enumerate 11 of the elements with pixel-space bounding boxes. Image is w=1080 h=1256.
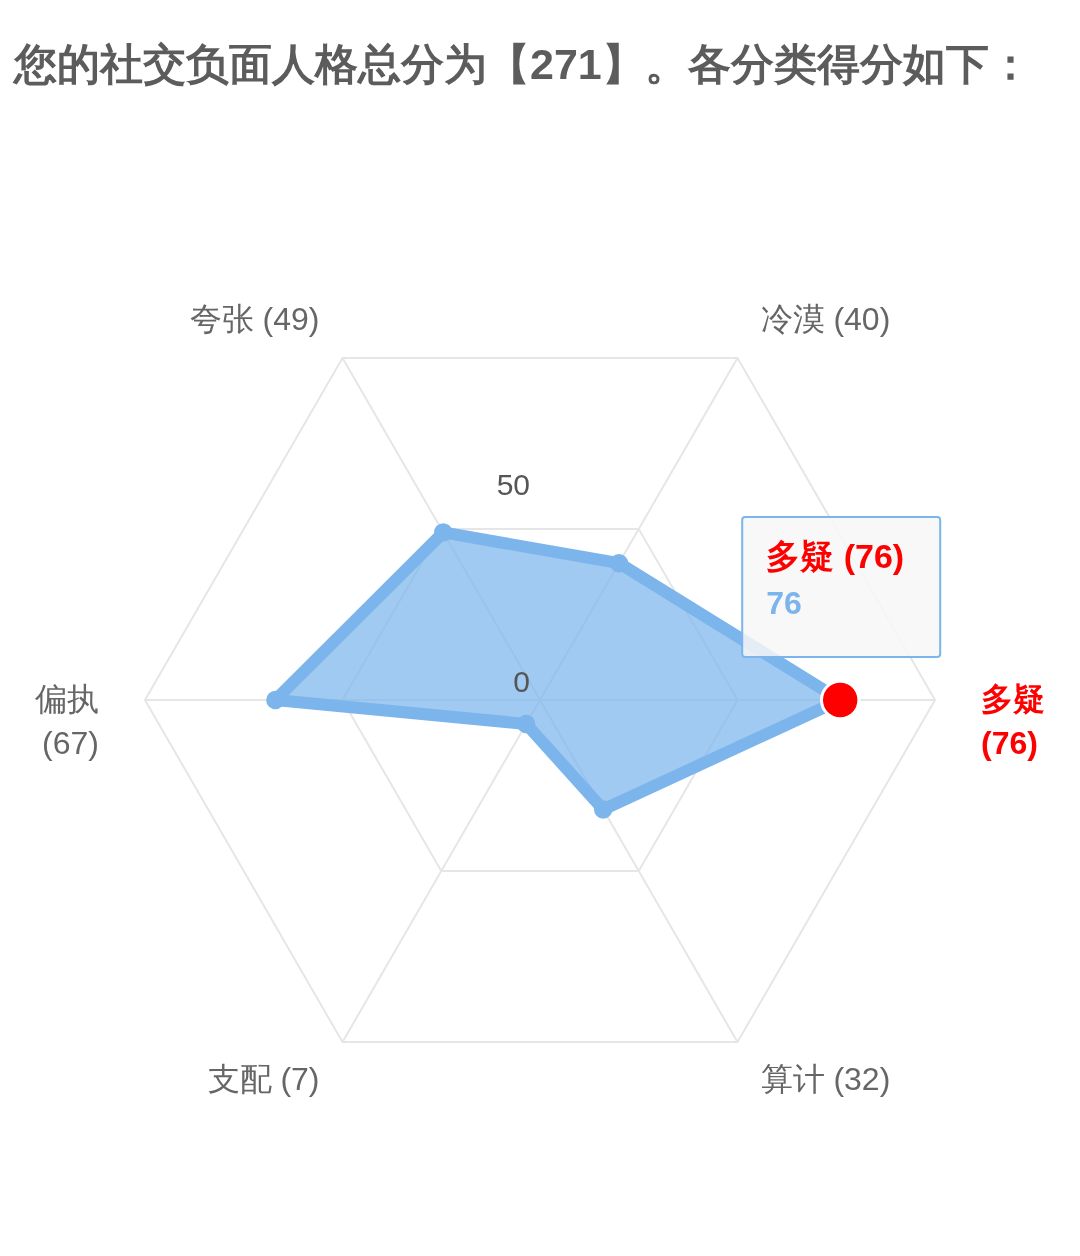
spoke-label: 冷漠 (40): [760, 300, 891, 337]
category-label: 多疑 (76): [981, 681, 1045, 761]
spoke-label: 偏执 (67): [35, 681, 99, 761]
y-tick-label: 0: [513, 665, 530, 698]
spoke-label: 夸张 (49): [189, 300, 320, 337]
text: 76: [766, 585, 802, 621]
y-tick-label: 50: [496, 467, 530, 501]
spoke-label: 算计 (32): [760, 1061, 891, 1098]
spoke-label: 支配 (7): [207, 1061, 320, 1098]
chart-title: 您的社交负面人格总分为【271】。各分类得分如下：: [12, 40, 1032, 88]
spoke-label: 多疑 (76): [766, 537, 905, 575]
